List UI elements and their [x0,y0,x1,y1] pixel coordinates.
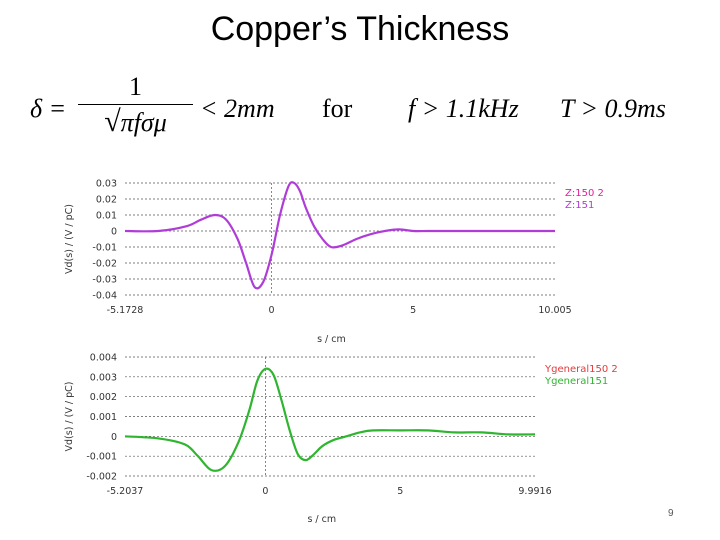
legend-entry: Z:150 2 [565,188,604,199]
legend-entry: Ygeneral151 [544,376,608,387]
y-tick-label: 0.03 [96,179,117,190]
x-tick-label: 5 [410,305,416,316]
x-tick-label: 0 [262,486,268,497]
series-line [124,181,555,290]
formula-for: for [322,94,353,123]
x-tick-label: 5 [397,486,403,497]
x-tick-label: -5.2037 [107,486,144,497]
y-tick-label: 0.02 [96,195,117,206]
skin-depth-formula: δ = 1 √πfσμ < 2mm for f > 1.1kHz T > 0.9… [30,72,710,162]
y-tick-label: -0.002 [86,472,117,483]
formula-numerator: 1 [129,72,142,101]
x-tick-label: -5.1728 [107,305,144,316]
y-tick-label: 0.001 [90,412,117,423]
y-tick-label: -0.03 [92,275,117,286]
y-tick-label: 0.002 [90,392,117,403]
chart-1: 0.03 0.02 0.01 0 -0.01 -0.02 -0.03 -0.04 -5.1728… [64,179,604,346]
formula-frequency: f > 1.1kHz [408,94,519,123]
y-axis-label: Vd(s) / (V / pC) [64,382,75,452]
y-tick-label: -0.001 [86,452,117,463]
x-tick-label: 0 [269,305,275,316]
x-axis-label: s / cm [317,334,346,345]
x-axis-label: s / cm [307,514,336,525]
x-tick-label: 9.9916 [518,486,551,497]
formula-period: T > 0.9ms [560,94,666,123]
chart-2: 0.004 0.003 0.002 0.001 0 -0.001 -0.002 -5.2037… [64,353,618,526]
slide-title: Copper’s Thickness [210,10,510,48]
y-tick-label: -0.01 [92,243,117,254]
y-axis-label: Vd(s) / (V / pC) [64,204,75,274]
x-tick-label: 10.005 [538,305,571,316]
y-tick-label: 0.004 [90,353,117,364]
formula-lhs: δ = [30,94,67,123]
y-tick-label: -0.04 [92,291,117,302]
legend-entry: Z:151 [565,200,594,211]
y-tick-label: -0.02 [92,259,117,270]
y-tick-label: 0.003 [90,372,117,383]
y-tick-label: 0 [111,227,117,238]
y-tick-label: 0 [111,432,117,443]
legend-entry: Ygeneral150 2 [544,364,618,375]
formula-fraction: 1 √πfσμ [78,72,193,139]
y-tick-label: 0.01 [96,211,117,222]
formula-bound: < 2mm [200,94,275,123]
page-number: 9 [668,508,674,519]
series-line [124,367,536,472]
formula-denominator: √πfσμ [104,105,167,138]
